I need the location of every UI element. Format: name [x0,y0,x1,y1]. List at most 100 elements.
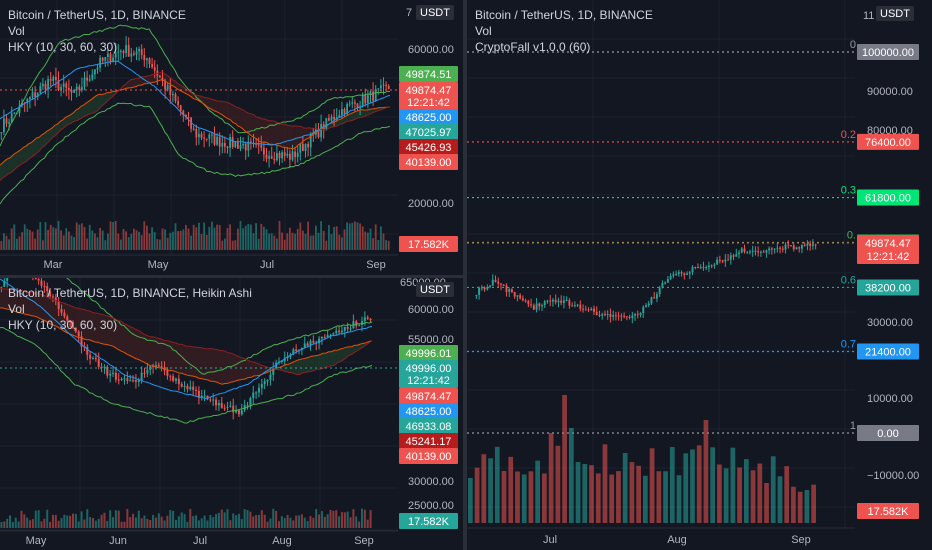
tl-candle [179,105,182,111]
bl-candle [100,366,103,368]
indicator-hky[interactable]: HKY (10, 30, 60, 30) [8,40,118,54]
r-candle [675,274,678,276]
bl-volume-bar [86,509,89,528]
tl-volume-bar [273,235,276,250]
ichimoku-cloud [125,81,129,89]
ichimoku-cloud [328,351,332,367]
r-candle [636,314,639,316]
bl-volume-bar [80,511,83,528]
bl-volume-bar [326,514,329,528]
tl-volume-bar [23,224,26,250]
tl-volume-bar [156,239,159,250]
bl-candle [146,369,149,374]
bl-volume-bar [340,512,343,528]
bl-candle [338,330,341,333]
tl-candle [132,53,135,55]
tl-volume-bar [190,235,193,250]
bl-volume-bar [343,512,346,528]
symbol-title[interactable]: Bitcoin / TetherUS, 1D, BINANCE [475,8,653,22]
bl-volume-bar [283,518,286,528]
x-axis-tick: Mar [44,259,63,271]
indicator-vol[interactable]: Vol [475,24,492,38]
ichimoku-cloud [73,110,76,122]
tl-volume-bar [18,236,21,250]
pane-separator-vertical[interactable] [463,0,467,550]
bl-volume-bar [160,516,163,528]
tl-candle [119,50,122,52]
bl-volume-bar [123,521,126,528]
bl-volume-bar [94,520,97,528]
price-tag: 12:21:42 [867,251,910,263]
tl-candle [273,158,276,161]
chart-pane-right[interactable]: 00.20.30.0.60.7111USDT90000.0080000.0040… [467,0,932,550]
r-candle [757,251,760,253]
tl-volume-bar [340,237,343,250]
ichimoku-cloud [290,125,294,149]
chart-canvas-bottom-left[interactable]: 65000.00USDT60000.0055000.0035000.003000… [0,278,463,550]
ichimoku-cloud [305,357,309,373]
symbol-title[interactable]: Bitcoin / TetherUS, 1D, BINANCE [8,8,186,22]
indicator-vol[interactable]: Vol [8,302,25,316]
bl-candle [0,286,3,288]
tl-volume-bar [117,233,120,250]
ichimoku-cloud [26,143,29,162]
bl-candle [57,301,60,310]
bl-candle [91,357,95,359]
chart-pane-bottom-left[interactable]: 65000.00USDT60000.0055000.0035000.003000… [0,278,463,550]
bl-volume-bar [26,517,29,528]
ichimoku-cloud [155,337,159,368]
bl-volume-bar [309,516,312,528]
tl-volume-bar [356,222,359,250]
currency-badge[interactable] [416,5,454,20]
ichimoku-cloud [348,346,352,356]
indicator-cryptofall[interactable]: CryptoFall v1.0.0 (60) [475,40,591,54]
tl-candle [195,129,198,138]
tl-volume-bar [348,223,351,250]
ichimoku-cloud [322,353,326,369]
bl-candle [255,392,258,394]
price-axis[interactable] [856,0,932,550]
r-volume-bar [770,456,776,523]
tl-candle [143,54,146,61]
ichimoku-cloud [190,346,194,377]
tl-candle [213,134,216,145]
currency-badge[interactable] [416,282,454,297]
chart-pane-top-left[interactable]: 7 USDT 60000.00 20000.00 49874.51 49874.47 12:… [0,0,463,275]
ichimoku-cloud [204,348,208,380]
r-volume-bar [717,464,722,523]
r-candle [590,308,593,311]
tl-volume-bar [296,229,299,250]
bl-volume-bar [295,515,298,528]
r-volume-bar [676,475,682,523]
chart-canvas-top-left[interactable]: 7 USDT60000.0020000.0049874.5149874.4712:… [0,0,463,275]
bl-volume-bar [106,520,109,528]
y-axis-tick: 10000.00 [867,393,913,405]
r-volume-bar [501,471,507,523]
ichimoku-cloud [65,116,69,127]
price-tag-bg [399,109,458,125]
chart-canvas-right[interactable]: 00.20.30.0.60.7111USDT90000.0080000.0040… [467,0,932,550]
r-candle [598,314,601,316]
currency-badge[interactable] [876,6,914,21]
r-candle [502,284,505,286]
tl-candle [268,156,271,159]
tl-volume-bar [93,233,96,250]
x-axis-tick: Sep [791,534,811,546]
bl-candle [120,378,123,380]
tl-volume-bar [112,222,115,250]
bl-candle [6,278,9,281]
ichimoku-cloud [264,118,267,143]
indicator-vol[interactable]: Vol [8,24,25,38]
symbol-title[interactable]: Bitcoin / TetherUS, 1D, BINANCE, Heikin … [8,286,252,300]
r-volume-bar [622,453,628,523]
tl-volume-bar [226,228,229,250]
bl-volume-bar [34,510,37,528]
r-candle [576,304,579,306]
ichimoku-cloud [151,74,155,83]
ichimoku-cloud [13,152,16,171]
indicator-hky[interactable]: HKY (10, 30, 60, 30) [8,318,118,332]
ichimoku-cloud [261,118,265,143]
tl-volume-bar [101,230,104,250]
tl-volume-bar [166,237,169,250]
pane-separator-horizontal[interactable] [0,275,463,278]
